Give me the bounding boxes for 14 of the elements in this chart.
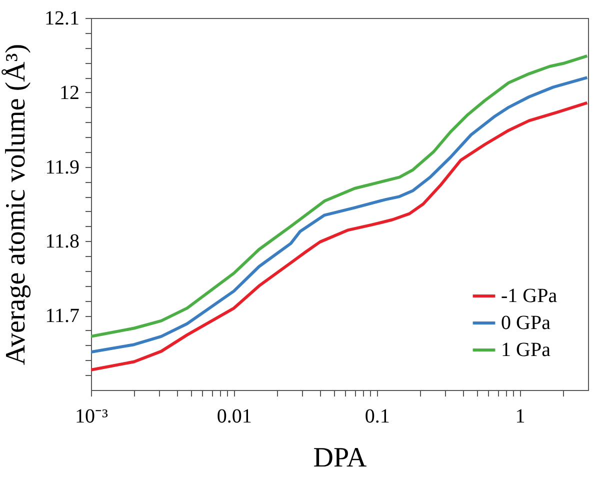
legend-label: 1 GPa (501, 339, 551, 361)
y-axis-title: Average atomic volume (Å³) (0, 44, 32, 366)
x-tick-label: 1 (515, 406, 526, 428)
legend-label: 0 GPa (501, 312, 551, 334)
y-tick-label: 11.8 (45, 230, 80, 253)
legend-label: -1 GPa (501, 285, 558, 307)
x-tick-label: 10⁻³ (75, 406, 108, 428)
x-tick-label: 0.1 (364, 406, 390, 428)
y-tick-label: 12 (60, 82, 80, 104)
y-tick-label: 11.9 (45, 156, 80, 178)
y-tick-label: 12.1 (44, 8, 80, 30)
x-tick-label: 0.01 (216, 406, 252, 428)
x-axis-title: DPA (313, 442, 368, 474)
y-tick-label: 11.7 (45, 305, 80, 328)
